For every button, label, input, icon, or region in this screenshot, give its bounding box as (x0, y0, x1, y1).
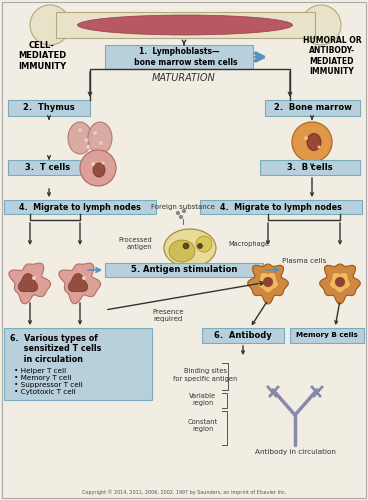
Bar (105, 45, 253, 69)
Text: Macrophage: Macrophage (228, 241, 269, 247)
Text: 5. Antigen stimulation: 5. Antigen stimulation (131, 266, 237, 274)
Text: 3.  T cells: 3. T cells (25, 163, 71, 172)
Circle shape (179, 215, 183, 219)
Circle shape (183, 243, 189, 249)
Text: 2.  Bone marrow: 2. Bone marrow (273, 104, 351, 112)
Circle shape (304, 136, 308, 140)
Text: Presence
required: Presence required (152, 308, 184, 322)
Text: 6.  Various types of
     sensitized T cells
     in circulation: 6. Various types of sensitized T cells i… (10, 334, 101, 364)
Polygon shape (68, 274, 88, 292)
Polygon shape (329, 272, 351, 293)
Ellipse shape (78, 15, 293, 35)
Polygon shape (248, 264, 288, 304)
Bar (8, 100, 90, 116)
Text: 2.  Thymus: 2. Thymus (23, 104, 75, 112)
Polygon shape (59, 263, 100, 304)
Text: Constant
region: Constant region (188, 418, 218, 432)
Circle shape (198, 244, 202, 248)
Text: MATURATION: MATURATION (152, 73, 216, 83)
Polygon shape (18, 274, 38, 292)
Bar (105, 263, 263, 277)
Text: 1.  Lymphoblasts—
     bone marrow stem cells: 1. Lymphoblasts— bone marrow stem cells (121, 48, 237, 66)
Bar (4, 200, 156, 214)
Text: 4.  Migrate to lymph nodes: 4. Migrate to lymph nodes (19, 202, 141, 211)
Text: 3.  B cells: 3. B cells (287, 163, 333, 172)
Circle shape (78, 128, 82, 132)
Text: Processed
antigen: Processed antigen (118, 238, 152, 250)
Circle shape (318, 146, 321, 148)
Ellipse shape (88, 122, 112, 154)
Polygon shape (258, 272, 279, 293)
Ellipse shape (164, 229, 216, 267)
Bar (290, 328, 364, 343)
Circle shape (80, 150, 116, 186)
Circle shape (292, 122, 332, 162)
Text: Binding sites
for specific antigen: Binding sites for specific antigen (173, 368, 237, 382)
Text: Memory B cells: Memory B cells (296, 332, 358, 338)
Text: • Helper T cell
• Memory T cell
• Suppressor T cell
• Cytotoxic T cell: • Helper T cell • Memory T cell • Suppre… (14, 368, 83, 395)
Text: Variable
region: Variable region (190, 394, 216, 406)
Text: HUMORAL OR
ANTIBODY-
MEDIATED
IMMUNITY: HUMORAL OR ANTIBODY- MEDIATED IMMUNITY (303, 36, 361, 76)
Ellipse shape (93, 163, 105, 177)
Bar (260, 160, 360, 175)
Circle shape (32, 276, 36, 280)
Circle shape (91, 162, 95, 166)
Ellipse shape (30, 5, 70, 45)
Circle shape (82, 276, 86, 280)
Circle shape (196, 236, 212, 252)
Circle shape (335, 277, 345, 287)
Circle shape (92, 130, 98, 136)
Text: CELL-
MEDIATED
IMMUNITY: CELL- MEDIATED IMMUNITY (18, 41, 66, 71)
Ellipse shape (68, 122, 92, 154)
Polygon shape (320, 264, 360, 304)
Text: Copyright © 2014, 2011, 2006, 2002, 1997 by Saunders, an imprint of Elsevier Inc: Copyright © 2014, 2011, 2006, 2002, 1997… (82, 489, 286, 495)
Circle shape (99, 140, 103, 145)
Circle shape (182, 209, 186, 213)
Circle shape (176, 211, 180, 215)
Bar (4, 328, 152, 400)
Text: 6.  Antibody: 6. Antibody (214, 331, 272, 340)
Circle shape (85, 144, 91, 150)
Text: 4.  Migrate to lymph nodes: 4. Migrate to lymph nodes (220, 202, 342, 211)
Polygon shape (9, 263, 50, 304)
Ellipse shape (169, 240, 195, 262)
Bar (265, 100, 360, 116)
Circle shape (84, 138, 88, 142)
Text: Antibody in circulation: Antibody in circulation (255, 449, 336, 455)
Circle shape (263, 277, 273, 287)
Bar (202, 328, 284, 343)
Text: Foreign substance: Foreign substance (151, 204, 215, 210)
Circle shape (102, 162, 105, 164)
Bar (56, 12, 315, 38)
Ellipse shape (301, 5, 341, 45)
Ellipse shape (307, 134, 321, 150)
Bar (8, 160, 88, 175)
Text: Plasma cells: Plasma cells (282, 258, 326, 264)
Bar (200, 200, 362, 214)
